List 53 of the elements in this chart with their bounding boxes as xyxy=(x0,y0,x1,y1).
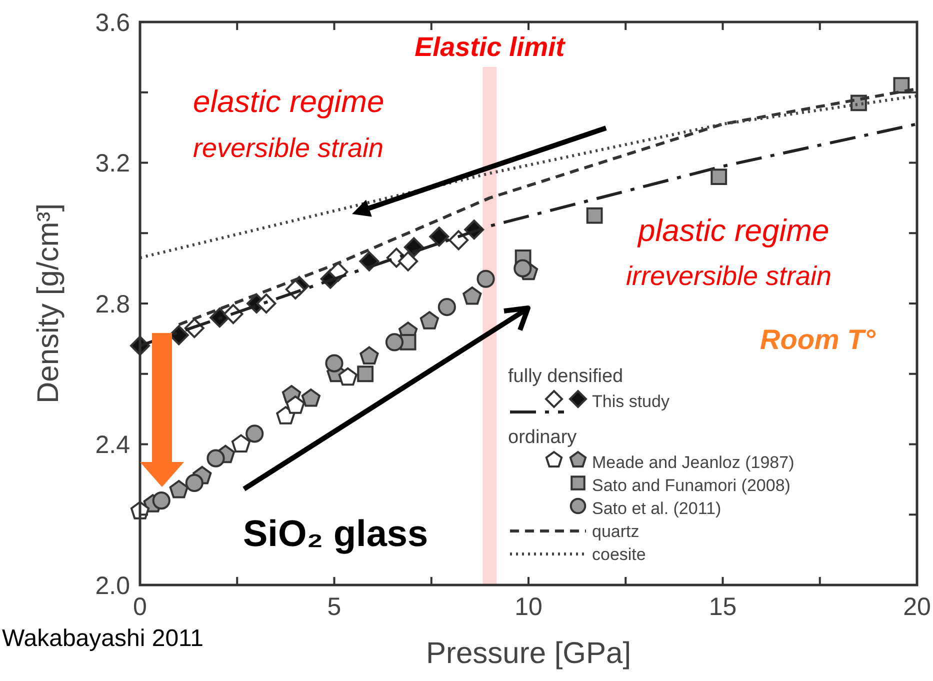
legend-label: Meade and Jeanloz (1987) xyxy=(592,453,794,472)
y-tick-label: 2.8 xyxy=(95,290,130,318)
point xyxy=(206,449,225,468)
y-tick-label: 3.2 xyxy=(95,150,130,178)
point xyxy=(338,367,358,386)
point xyxy=(398,251,418,272)
legend-label: coesite xyxy=(592,545,646,564)
point xyxy=(448,230,469,250)
x-axis-title: Pressure [GPa] xyxy=(426,637,632,670)
point xyxy=(586,207,603,224)
point xyxy=(276,406,296,424)
text: Wakabayashi 2011 xyxy=(2,625,204,652)
point xyxy=(360,346,379,365)
point xyxy=(429,226,450,247)
point xyxy=(462,286,482,305)
y-axis-title: Density [g/cm³] xyxy=(32,203,65,404)
x-tick-label: 20 xyxy=(903,593,931,621)
point xyxy=(185,474,204,492)
y-tick-label: 2.4 xyxy=(95,431,130,459)
legend-label: This study xyxy=(592,392,670,411)
point xyxy=(385,333,404,352)
ref-line-label: Elastic limit xyxy=(414,32,566,62)
point xyxy=(420,311,439,330)
annotation: SiO₂ glass xyxy=(243,513,428,554)
legend-label: Sato and Funamori (2008) xyxy=(592,476,790,495)
y-tick-label: 2.0 xyxy=(95,572,130,600)
point xyxy=(286,396,305,414)
point xyxy=(476,270,495,288)
x-tick-label: 10 xyxy=(514,593,542,621)
point xyxy=(325,354,344,372)
point xyxy=(357,366,374,382)
x-tick-label: 0 xyxy=(133,593,147,621)
point xyxy=(152,492,170,510)
point xyxy=(246,424,264,443)
x-tick-label: 5 xyxy=(327,593,342,621)
annotation: plastic regime xyxy=(637,213,830,248)
annotation: Room T° xyxy=(760,324,876,355)
point xyxy=(301,388,320,407)
annotation: elastic regime xyxy=(193,84,384,119)
point xyxy=(169,480,188,498)
annotation: reversible strain xyxy=(193,133,384,163)
y-tick-label: 3.6 xyxy=(95,8,130,37)
annotation: irreversible strain xyxy=(626,261,832,291)
point xyxy=(710,168,728,186)
point xyxy=(256,294,276,314)
x-tick-label: 15 xyxy=(708,593,737,621)
annotation: ordinary xyxy=(508,427,578,448)
legend-label: quartz xyxy=(592,522,640,541)
point xyxy=(438,298,456,316)
point xyxy=(231,434,251,453)
annotation: fully densified xyxy=(508,366,624,387)
point xyxy=(514,259,532,278)
legend-label: Sato et al. (2011) xyxy=(592,499,722,518)
